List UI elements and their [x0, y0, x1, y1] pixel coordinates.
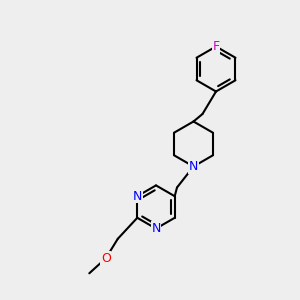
Text: N: N: [133, 190, 142, 203]
Text: O: O: [101, 252, 111, 265]
Text: F: F: [212, 40, 220, 53]
Text: N: N: [151, 222, 161, 235]
Text: N: N: [189, 160, 198, 173]
